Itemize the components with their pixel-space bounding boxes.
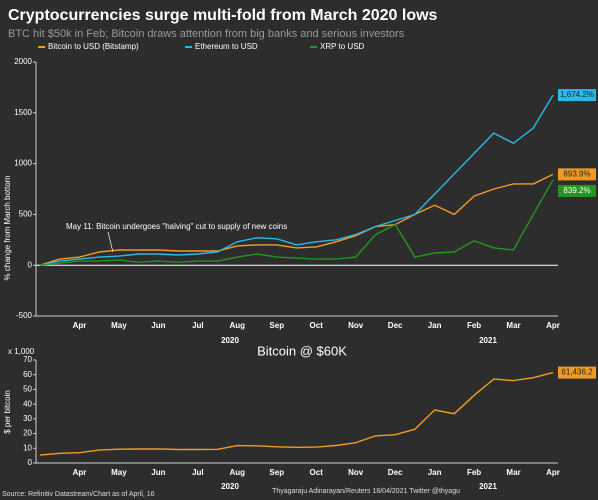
- value-label-box: [558, 168, 596, 181]
- y-tick-label: 60: [23, 370, 32, 379]
- credit: Thyagaraju Adinarayan/Reuters 18/04/2021…: [272, 488, 460, 495]
- y-tick-label: 0: [28, 260, 33, 269]
- y-axis-label: % change from March bottom: [3, 175, 12, 280]
- x-tick-label: Sep: [269, 321, 284, 330]
- value-label-box: [558, 184, 596, 197]
- value-label: 1,674.2%: [560, 90, 594, 99]
- year-label: 2021: [479, 482, 497, 491]
- x-tick-label: Apr: [73, 321, 87, 330]
- x-tick-label: Jan: [428, 468, 442, 477]
- year-label: 2020: [221, 336, 239, 345]
- y-tick-label: 70: [23, 355, 32, 364]
- x-tick-label: Dec: [388, 468, 403, 477]
- x-tick-label: Jun: [151, 468, 165, 477]
- x-tick-label: Aug: [230, 321, 246, 330]
- x-tick-label: May: [111, 468, 127, 477]
- chart-title: Cryptocurrencies surge multi-fold from M…: [8, 7, 438, 24]
- x-tick-label: Nov: [348, 321, 364, 330]
- y-tick-label: 0: [28, 458, 33, 467]
- x-tick-label: Oct: [310, 468, 324, 477]
- y-axis-label: $ per bitcoin: [3, 390, 12, 434]
- x-tick-label: May: [111, 321, 127, 330]
- y-tick-label: 30: [23, 414, 32, 423]
- legend-label: XRP to USD: [320, 42, 365, 51]
- y-tick-label: 20: [23, 429, 32, 438]
- y-tick-label: 1000: [14, 159, 32, 168]
- series-line: [39, 371, 554, 456]
- y-tick-label: 2000: [14, 57, 32, 66]
- x-tick-label: Feb: [467, 468, 481, 477]
- x-tick-label: Jun: [151, 321, 165, 330]
- x-tick-label: Aug: [230, 468, 246, 477]
- series-line: [39, 94, 554, 266]
- value-label-box: [558, 366, 596, 379]
- x-tick-label: Apr: [73, 468, 87, 477]
- legend-label: Bitcoin to USD (Bitstamp): [48, 42, 139, 51]
- x-tick-label: Mar: [506, 468, 520, 477]
- x-tick-label: Jul: [192, 321, 204, 330]
- x-tick-label: Feb: [467, 321, 481, 330]
- x-tick-label: Jul: [192, 468, 204, 477]
- x-tick-label: Jan: [428, 321, 442, 330]
- chart-subtitle: BTC hit $50k in Feb; Bitcoin draws atten…: [8, 28, 405, 40]
- x-tick-label: Nov: [348, 468, 364, 477]
- x-tick-label: Apr: [546, 321, 560, 330]
- x-tick-label: Oct: [310, 321, 324, 330]
- value-label: 61,436.2: [561, 368, 593, 377]
- legend-label: Ethereum to USD: [195, 42, 258, 51]
- year-label: 2021: [479, 336, 497, 345]
- series-line: [39, 173, 554, 266]
- y-tick-label: 1500: [14, 108, 32, 117]
- value-label-box: [558, 89, 596, 102]
- x-tick-label: Dec: [388, 321, 403, 330]
- y-tick-label: 50: [23, 385, 32, 394]
- annotation-leader: [107, 231, 114, 253]
- series-line: [39, 179, 554, 266]
- y-tick-label: 500: [19, 210, 33, 219]
- y-unit: x 1,000: [8, 347, 35, 356]
- annotation: May 11: Bitcoin undergoes "halving" cut …: [66, 222, 287, 231]
- value-label: 839.2%: [563, 186, 590, 195]
- x-tick-label: Sep: [269, 468, 284, 477]
- chart-title: Bitcoin @ $60K: [257, 343, 347, 358]
- x-tick-label: Apr: [546, 468, 560, 477]
- x-tick-label: Mar: [506, 321, 520, 330]
- y-tick-label: 40: [23, 399, 32, 408]
- year-label: 2020: [221, 482, 239, 491]
- y-tick-label: -500: [16, 311, 33, 320]
- source: Source: Refinitiv Datastream/Chart as of…: [2, 491, 155, 498]
- value-label: 893.9%: [563, 169, 590, 178]
- y-tick-label: 10: [23, 443, 32, 452]
